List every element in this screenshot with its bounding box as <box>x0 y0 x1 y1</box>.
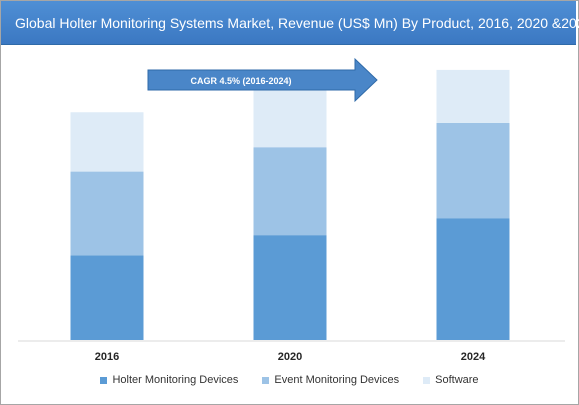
bars-group <box>70 69 510 340</box>
cagr-arrow-shape <box>147 57 378 103</box>
legend-label-holter: Holter Monitoring Devices <box>112 374 239 386</box>
bar-2024-series-2 <box>436 69 510 123</box>
cagr-arrow: CAGR 4.5% (2016-2024) <box>147 57 378 103</box>
cagr-label: CAGR 4.5% (2016-2024) <box>190 76 291 86</box>
bar-2020-series-0 <box>253 235 327 340</box>
legend-item-holter: Holter Monitoring Devices <box>100 374 238 386</box>
legend-item-event: Event Monitoring Devices <box>262 374 399 386</box>
legend-label-event: Event Monitoring Devices <box>274 374 400 386</box>
legend-swatch-software <box>423 376 431 384</box>
bar-2024-series-0 <box>436 218 510 340</box>
legend: Holter Monitoring Devices Event Monitori… <box>0 374 579 386</box>
legend-swatch-event <box>262 376 270 384</box>
bar-2016-series-2 <box>70 112 144 172</box>
legend-label-software: Software <box>435 374 479 386</box>
bar-2024-series-1 <box>436 122 510 219</box>
chart-title: Global Holter Monitoring Systems Market,… <box>1 1 579 45</box>
legend-item-software: Software <box>423 374 479 386</box>
x-tick-label-2020: 2020 <box>278 351 302 363</box>
legend-swatch-holter <box>100 376 108 384</box>
x-tick-label-2016: 2016 <box>95 351 119 363</box>
bar-2016-series-1 <box>70 171 144 256</box>
bar-2020-series-1 <box>253 147 327 236</box>
x-tick-labels: 2016 2020 2024 <box>95 351 486 363</box>
bar-2020-series-2 <box>253 88 327 148</box>
bar-2016-series-0 <box>70 255 144 340</box>
x-tick-label-2024: 2024 <box>461 351 486 363</box>
